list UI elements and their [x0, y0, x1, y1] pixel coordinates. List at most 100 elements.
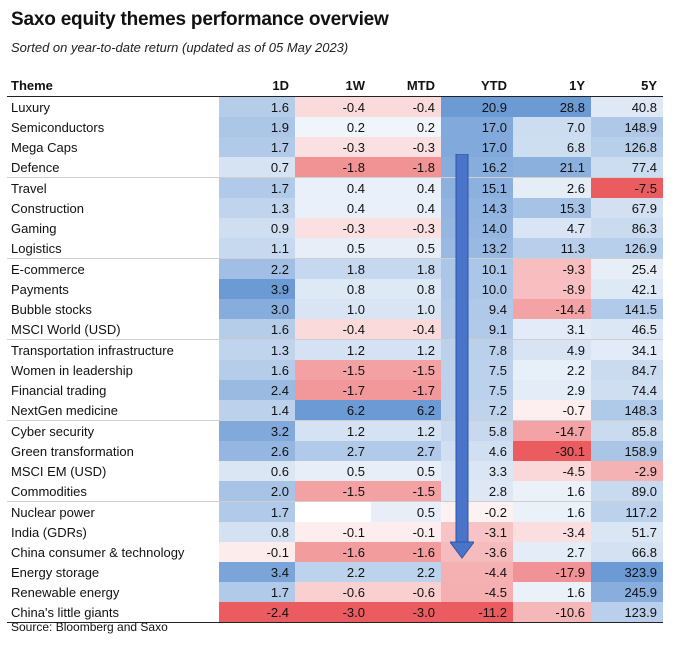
cell-5y: 42.1	[591, 279, 663, 299]
cell-ytd: 17.0	[441, 137, 513, 157]
cell-1d: 1.7	[219, 137, 295, 157]
table-body: Luxury 1.6 -0.4 -0.4 20.9 28.8 40.8 Semiconduct…	[7, 96, 663, 623]
cell-5y: 245.9	[591, 582, 663, 602]
cell-1d: -0.1	[219, 542, 295, 562]
cell-1d: 3.0	[219, 299, 295, 319]
cell-1y: -4.5	[513, 461, 591, 481]
cell-mtd: 0.8	[371, 279, 441, 299]
cell-1w: 2.7	[295, 441, 371, 461]
cell-1y: 4.7	[513, 218, 591, 238]
cell-mtd: -1.7	[371, 380, 441, 400]
cell-1w	[295, 502, 371, 523]
cell-mtd: -0.3	[371, 218, 441, 238]
cell-1d: 1.3	[219, 198, 295, 218]
cell-theme: Construction	[11, 200, 84, 216]
cell-1y: 15.3	[513, 198, 591, 218]
cell-1d: 1.6	[219, 360, 295, 380]
page-title: Saxo equity themes performance overview	[11, 9, 389, 30]
cell-ytd: 20.9	[441, 96, 513, 117]
cell-5y: 323.9	[591, 562, 663, 582]
cell-mtd: -3.0	[371, 602, 441, 623]
table-row: Cyber security 3.2 1.2 1.2 5.8 -14.7 85.8	[7, 420, 663, 441]
cell-1y: -14.7	[513, 420, 591, 441]
cell-mtd: 0.5	[371, 461, 441, 481]
cell-1y: 7.0	[513, 117, 591, 137]
down-arrow-icon	[450, 154, 474, 559]
cell-1w: 0.4	[295, 177, 371, 198]
cell-1y: 6.8	[513, 137, 591, 157]
cell-theme: China consumer & technology	[11, 544, 185, 560]
cell-1d: 3.9	[219, 279, 295, 299]
col-header-5y: 5Y	[591, 75, 663, 97]
cell-5y: -7.5	[591, 177, 663, 198]
col-header-ytd: YTD	[441, 75, 513, 97]
cell-1d: 3.4	[219, 562, 295, 582]
table-row: Green transformation 2.6 2.7 2.7 4.6 -30.1 158…	[7, 441, 663, 461]
table-row: India (GDRs) 0.8 -0.1 -0.1 -3.1 -3.4 51.7	[7, 522, 663, 542]
col-header-1y: 1Y	[513, 75, 591, 97]
cell-mtd: 6.2	[371, 400, 441, 421]
cell-5y: 126.8	[591, 137, 663, 157]
cell-mtd: 1.2	[371, 339, 441, 360]
cell-mtd: -1.6	[371, 542, 441, 562]
cell-5y: 34.1	[591, 339, 663, 360]
cell-1d: 1.1	[219, 238, 295, 259]
table-row: Semiconductors 1.9 0.2 0.2 17.0 7.0 148.9	[7, 117, 663, 137]
cell-theme: Cyber security	[11, 423, 95, 439]
cell-1w: 1.2	[295, 339, 371, 360]
cell-1w: -1.6	[295, 542, 371, 562]
cell-theme: India (GDRs)	[11, 524, 87, 540]
cell-5y: 25.4	[591, 258, 663, 279]
cell-1d: 0.7	[219, 157, 295, 178]
cell-1d: 0.9	[219, 218, 295, 238]
cell-theme: MSCI EM (USD)	[11, 463, 107, 479]
cell-5y: 67.9	[591, 198, 663, 218]
table-row: Travel 1.7 0.4 0.4 15.1 2.6 -7.5	[7, 177, 663, 198]
table-row: China consumer & technology -0.1 -1.6 -1.6-…	[7, 542, 663, 562]
cell-mtd: 0.5	[371, 501, 441, 522]
cell-1d: 3.2	[219, 420, 295, 441]
cell-1d: 2.6	[219, 441, 295, 461]
cell-1w: 1.2	[295, 420, 371, 441]
cell-1y: 1.6	[513, 481, 591, 502]
cell-mtd: -0.4	[371, 96, 441, 117]
cell-1y: -17.9	[513, 562, 591, 582]
table-row: Logistics 1.1 0.5 0.5 13.2 11.3 126.9	[7, 238, 663, 259]
table-row: China's little giants -2.4 -3.0 -3.0 -11.2 -1…	[7, 602, 663, 623]
cell-mtd: 2.2	[371, 562, 441, 582]
col-header-theme: Theme	[7, 75, 219, 97]
cell-1w: -0.3	[295, 218, 371, 238]
cell-1y: 2.7	[513, 542, 591, 562]
cell-theme: China's little giants	[7, 602, 219, 623]
cell-5y: 74.4	[591, 380, 663, 400]
cell-ytd: -11.2	[441, 602, 513, 623]
cell-1d: 1.6	[219, 319, 295, 340]
cell-1y: 1.6	[513, 501, 591, 522]
cell-1y: 1.6	[513, 582, 591, 602]
cell-1d: 2.0	[219, 481, 295, 502]
cell-mtd: -1.5	[371, 481, 441, 502]
cell-1y: 2.2	[513, 360, 591, 380]
table-row: Commodities 2.0 -1.5 -1.5 2.8 1.6 89.0	[7, 481, 663, 502]
cell-theme: Semiconductors	[11, 119, 105, 135]
cell-theme: E-commerce	[11, 261, 85, 277]
cell-theme: Defence	[7, 157, 219, 178]
table-row: Defence 0.7 -1.8 -1.8 16.2 21.1 77.4	[7, 157, 663, 178]
cell-1y: -14.4	[513, 299, 591, 319]
cell-theme: Travel	[11, 180, 47, 196]
cell-1y: 4.9	[513, 339, 591, 360]
cell-1w: -0.4	[295, 96, 371, 117]
cell-ytd: -4.4	[441, 562, 513, 582]
cell-1y: -9.3	[513, 258, 591, 279]
table-row: Women in leadership 1.6 -1.5 -1.5 7.5 2.2 84.7	[7, 360, 663, 380]
cell-5y: 148.3	[591, 400, 663, 421]
cell-1y: 21.1	[513, 157, 591, 178]
cell-1w: 0.4	[295, 198, 371, 218]
table-row: Bubble stocks 3.0 1.0 1.0 9.4 -14.4 141.5	[7, 299, 663, 319]
header-row: Theme 1D 1W MTD YTD 1Y 5Y	[7, 75, 663, 97]
cell-1d: 1.3	[219, 339, 295, 360]
table-row: Energy storage 3.4 2.2 2.2 -4.4 -17.9 323.9	[7, 562, 663, 582]
cell-1d: 2.2	[219, 258, 295, 279]
cell-theme: Mega Caps	[11, 139, 78, 155]
cell-5y: 89.0	[591, 481, 663, 502]
